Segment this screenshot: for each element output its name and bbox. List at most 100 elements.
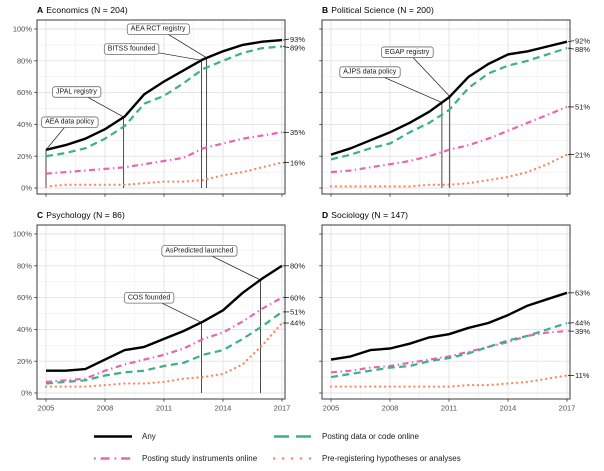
annotation-box xyxy=(339,66,401,78)
annotation-box xyxy=(41,116,99,128)
y-axis-label: 40% xyxy=(17,325,32,334)
sociology-instruments-line xyxy=(330,329,568,374)
panel-c-title: C Psychology (N = 86) xyxy=(37,210,125,220)
panel-b-name: Political Science (N = 200) xyxy=(331,5,434,15)
x-axis-label: 2008 xyxy=(382,404,399,413)
panel-background xyxy=(322,20,570,194)
political-science-instruments-end-label: 51% xyxy=(575,103,590,112)
legend-item-pre-registering: Pre-registering hypotheses or analyses xyxy=(272,452,461,464)
y-axis-label: 20% xyxy=(17,357,32,366)
y-axis-label: 40% xyxy=(17,120,32,129)
panel-border xyxy=(321,224,571,400)
panel-a-name: Economics (N = 204) xyxy=(46,5,128,15)
psychology-prereg-end-label: 44% xyxy=(290,319,305,328)
panel-d-name: Sociology (N = 147) xyxy=(331,210,409,220)
annotation-label: AEA data policy xyxy=(45,119,95,126)
sociology-data_code-line xyxy=(330,321,568,379)
psychology-data_code-end-label: 51% xyxy=(290,308,305,317)
prereg-legend-key-swatch xyxy=(272,456,314,460)
panel-a-title: A Economics (N = 204) xyxy=(37,5,128,15)
annotation-box xyxy=(126,23,190,35)
panel-psychology: 0% 20% 40% 60% 80% 100% 2005 2008 2011 2014 2017 80… xyxy=(13,224,305,413)
political-science-prereg-end-label: 21% xyxy=(575,150,590,159)
sociology-prereg-end-label: 11% xyxy=(575,371,590,380)
political-science-data_code-end-label: 88% xyxy=(575,45,590,54)
annotation-label: JPAL registry xyxy=(56,89,97,96)
economics-prereg-end-label: 16% xyxy=(290,158,305,167)
panel-background xyxy=(37,20,285,194)
psychology-any-end-label: 80% xyxy=(290,262,305,271)
y-axis-label: 100% xyxy=(13,230,33,239)
annotation-box xyxy=(103,43,160,55)
y-axis-label: 20% xyxy=(17,152,32,161)
any-legend-key-swatch xyxy=(94,434,132,438)
economics-prereg-line xyxy=(44,161,284,188)
x-axis-label: 2017 xyxy=(559,404,576,413)
legend-label-prereg: Pre-registering hypotheses or analyses xyxy=(322,453,461,463)
annotation-label: BITSS founded xyxy=(108,46,156,53)
legend-item-posting-data-or-code: Posting data or code online xyxy=(273,430,419,442)
panel-c-letter: C xyxy=(37,210,44,220)
panel-sociology: 2005 2008 2011 2014 2017 63% 44%39% 11% xyxy=(319,224,590,413)
sociology-any-line xyxy=(330,291,568,361)
annotation-box xyxy=(123,292,175,304)
annotation-label: AEA RCT registry xyxy=(131,26,186,33)
panel-background xyxy=(322,225,570,399)
legend-label-data-code: Posting data or code online xyxy=(322,431,419,441)
economics-any-end-label: 93% xyxy=(290,35,305,44)
sociology-prereg-line xyxy=(329,374,569,388)
end-label-tick xyxy=(567,40,575,43)
y-axis-label: 100% xyxy=(13,25,33,34)
annotation-connector xyxy=(406,51,451,97)
political-science-instruments-line xyxy=(330,105,568,174)
panel-economics: 0% 20% 40% 60% 80% 100% 93%89% 35% 16% AEA data p… xyxy=(13,19,305,197)
panel-background xyxy=(37,225,285,399)
panel-political-science: 92%88% 51% 21% AJPS data policy EGAP registr… xyxy=(319,19,590,197)
any-line-key-icon xyxy=(93,431,133,442)
y-axis-label: 80% xyxy=(17,261,32,270)
annotation-box xyxy=(52,86,102,98)
x-axis-label: 2014 xyxy=(500,404,517,413)
annotation-label: EGAP registry xyxy=(385,49,430,56)
psychology-any-line xyxy=(46,264,283,372)
psychology-data_code-line xyxy=(45,311,283,385)
x-axis-label: 2017 xyxy=(274,404,291,413)
x-axis-label: 2011 xyxy=(156,404,172,413)
psychology-instruments-end-label: 60% xyxy=(290,293,305,302)
x-axis-label: 2005 xyxy=(38,404,55,413)
x-axis-label: 2011 xyxy=(441,404,457,413)
sociology-data_code-end-label: 44% xyxy=(575,318,590,327)
economics-data_code-line xyxy=(45,45,283,158)
psychology-prereg-line xyxy=(44,321,284,388)
annotation-box xyxy=(161,245,238,257)
psychology-instruments-line xyxy=(45,296,283,383)
economics-data_code-end-label: 89% xyxy=(290,43,305,52)
panel-d-letter: D xyxy=(322,210,329,220)
y-axis-label: 0% xyxy=(21,389,32,398)
x-axis-label: 2008 xyxy=(97,404,114,413)
end-label-tick xyxy=(282,46,290,48)
political-science-data_code-line xyxy=(330,47,568,161)
legend-label-any: Any xyxy=(142,431,156,441)
y-axis-label: 0% xyxy=(21,184,32,193)
panel-b-title: B Political Science (N = 200) xyxy=(322,5,434,15)
economics-any-line xyxy=(45,38,283,151)
annotation-label: COS founded xyxy=(128,294,171,301)
panel-b-letter: B xyxy=(322,5,329,15)
instruments-legend-key-swatch xyxy=(94,456,132,460)
x-axis-label: 2005 xyxy=(323,404,340,413)
legend-label-instruments: Posting study instruments online xyxy=(142,453,258,463)
data_code-legend-key-swatch xyxy=(274,434,312,438)
data-code-line-key-icon xyxy=(273,431,313,442)
y-axis-label: 80% xyxy=(17,56,32,65)
prereg-line-key-icon xyxy=(272,453,314,464)
economics-instruments-line xyxy=(45,131,283,175)
panel-border xyxy=(36,19,286,195)
panel-a-letter: A xyxy=(37,5,44,15)
legend-item-any: Any xyxy=(93,430,156,442)
y-axis-label: 60% xyxy=(17,293,32,302)
political-science-any-end-label: 92% xyxy=(575,36,590,45)
y-axis-label: 60% xyxy=(17,88,32,97)
